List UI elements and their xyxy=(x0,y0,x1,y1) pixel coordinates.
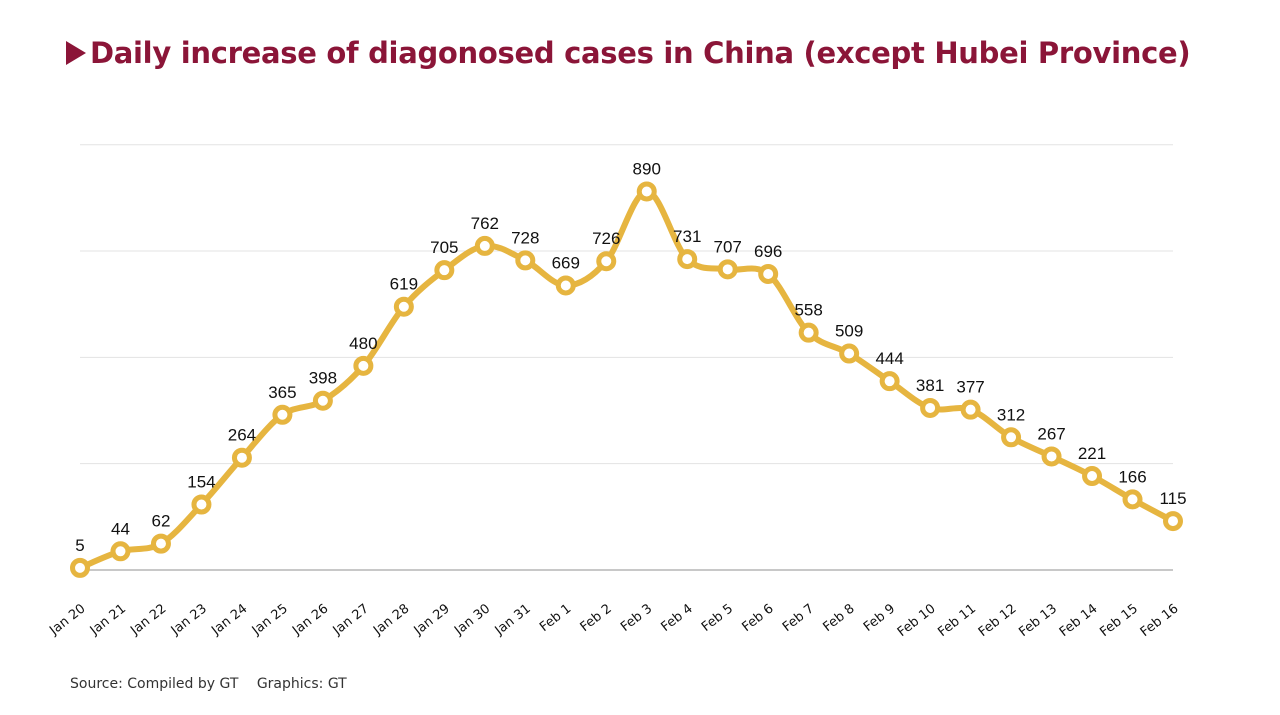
x-tick-label: Feb 5 xyxy=(699,601,736,635)
data-label: 696 xyxy=(754,242,782,261)
data-point-feb-2 xyxy=(596,251,617,272)
data-point-feb-5 xyxy=(717,259,738,280)
x-tick-label: Feb 15 xyxy=(1097,601,1141,640)
data-point-feb-14 xyxy=(1082,466,1103,487)
data-point-jan-27 xyxy=(353,355,374,376)
data-label: 619 xyxy=(390,275,418,294)
data-label: 480 xyxy=(349,334,377,353)
x-tick-label: Feb 8 xyxy=(820,601,857,635)
data-point-feb-12 xyxy=(1001,427,1022,448)
x-tick-label: Jan 20 xyxy=(46,601,88,639)
data-point-jan-20 xyxy=(70,557,90,578)
data-label: 669 xyxy=(552,253,580,272)
data-point-feb-1 xyxy=(555,275,576,296)
chart-title: Daily increase of diagonosed cases in Ch… xyxy=(66,36,1191,70)
data-label: 264 xyxy=(228,426,256,445)
data-label: 166 xyxy=(1118,467,1146,486)
x-tick-label: Feb 10 xyxy=(895,601,939,640)
data-point-feb-3 xyxy=(636,181,657,202)
data-label: 509 xyxy=(835,322,863,341)
x-tick-label: Jan 30 xyxy=(451,601,493,639)
data-point-feb-4 xyxy=(677,249,698,270)
x-tick-label: Jan 27 xyxy=(330,601,372,639)
data-label: 726 xyxy=(592,229,620,248)
data-point-jan-24 xyxy=(231,447,252,468)
source-note: Source: Compiled by GT Graphics: GT xyxy=(70,676,347,692)
data-point-feb-6 xyxy=(758,263,779,284)
x-tick-label: Jan 31 xyxy=(492,601,534,639)
x-tick-label: Feb 1 xyxy=(537,601,574,635)
data-point-feb-16 xyxy=(1163,511,1183,532)
data-point-feb-15 xyxy=(1122,489,1143,510)
x-tick-label: Feb 7 xyxy=(780,601,817,635)
data-point-feb-8 xyxy=(839,343,860,364)
series-line xyxy=(77,188,1176,571)
x-tick-label: Jan 24 xyxy=(208,601,250,639)
chart-title-text: Daily increase of diagonosed cases in Ch… xyxy=(90,36,1191,70)
data-label: 365 xyxy=(268,383,296,402)
x-tick-label: Jan 21 xyxy=(87,601,129,639)
data-point-jan-30 xyxy=(474,235,495,256)
graphics-credit-text: Graphics: GT xyxy=(256,676,347,692)
data-label: 705 xyxy=(430,238,458,257)
x-tick-label: Feb 4 xyxy=(659,601,696,635)
triangle-bullet-icon xyxy=(66,41,86,65)
source-text: Source: Compiled by GT xyxy=(70,676,239,692)
data-point-jan-21 xyxy=(110,541,131,562)
x-tick-label: Jan 26 xyxy=(289,601,331,639)
x-tick-label: Jan 28 xyxy=(370,601,412,639)
x-tick-label: Feb 14 xyxy=(1057,601,1101,640)
x-tick-label: Feb 2 xyxy=(578,601,615,635)
data-point-jan-31 xyxy=(515,250,536,271)
data-point-feb-11 xyxy=(960,399,981,420)
x-tick-label: Jan 23 xyxy=(168,601,210,639)
data-point-feb-13 xyxy=(1041,446,1062,467)
data-label: 890 xyxy=(633,159,661,178)
x-tick-label: Jan 25 xyxy=(249,601,291,639)
x-tick-label: Feb 16 xyxy=(1138,601,1182,640)
data-label: 728 xyxy=(511,228,539,247)
data-label: 377 xyxy=(956,378,984,397)
data-point-jan-29 xyxy=(434,260,455,281)
data-point-jan-28 xyxy=(393,296,414,317)
x-tick-label: Feb 6 xyxy=(740,601,777,635)
data-point-jan-26 xyxy=(312,390,333,411)
data-label: 398 xyxy=(309,369,337,388)
data-point-feb-10 xyxy=(920,397,941,418)
x-tick-label: Feb 3 xyxy=(618,601,655,635)
data-label: 444 xyxy=(875,349,903,368)
data-label: 44 xyxy=(111,519,130,538)
data-label: 267 xyxy=(1037,424,1065,443)
data-label: 115 xyxy=(1159,489,1186,508)
data-label: 707 xyxy=(714,237,742,256)
data-label: 221 xyxy=(1078,444,1106,463)
data-point-jan-23 xyxy=(191,494,212,515)
data-label: 381 xyxy=(916,376,944,395)
data-label: 154 xyxy=(187,473,215,492)
data-label: 558 xyxy=(794,301,822,320)
x-tick-label: Feb 11 xyxy=(935,601,979,640)
x-tick-label: Feb 12 xyxy=(976,601,1020,640)
x-tick-label: Jan 29 xyxy=(411,601,453,639)
data-label: 62 xyxy=(152,512,171,531)
data-label: 312 xyxy=(997,405,1025,424)
data-label: 5 xyxy=(75,536,84,555)
x-tick-label: Feb 13 xyxy=(1016,601,1060,640)
data-point-feb-7 xyxy=(798,322,819,343)
x-tick-label: Jan 22 xyxy=(127,601,169,639)
data-label: 762 xyxy=(471,214,499,233)
data-point-feb-9 xyxy=(879,371,900,392)
x-tick-label: Feb 9 xyxy=(861,601,898,635)
data-point-jan-22 xyxy=(150,533,171,554)
data-label: 731 xyxy=(673,227,701,246)
data-point-jan-25 xyxy=(272,404,293,425)
